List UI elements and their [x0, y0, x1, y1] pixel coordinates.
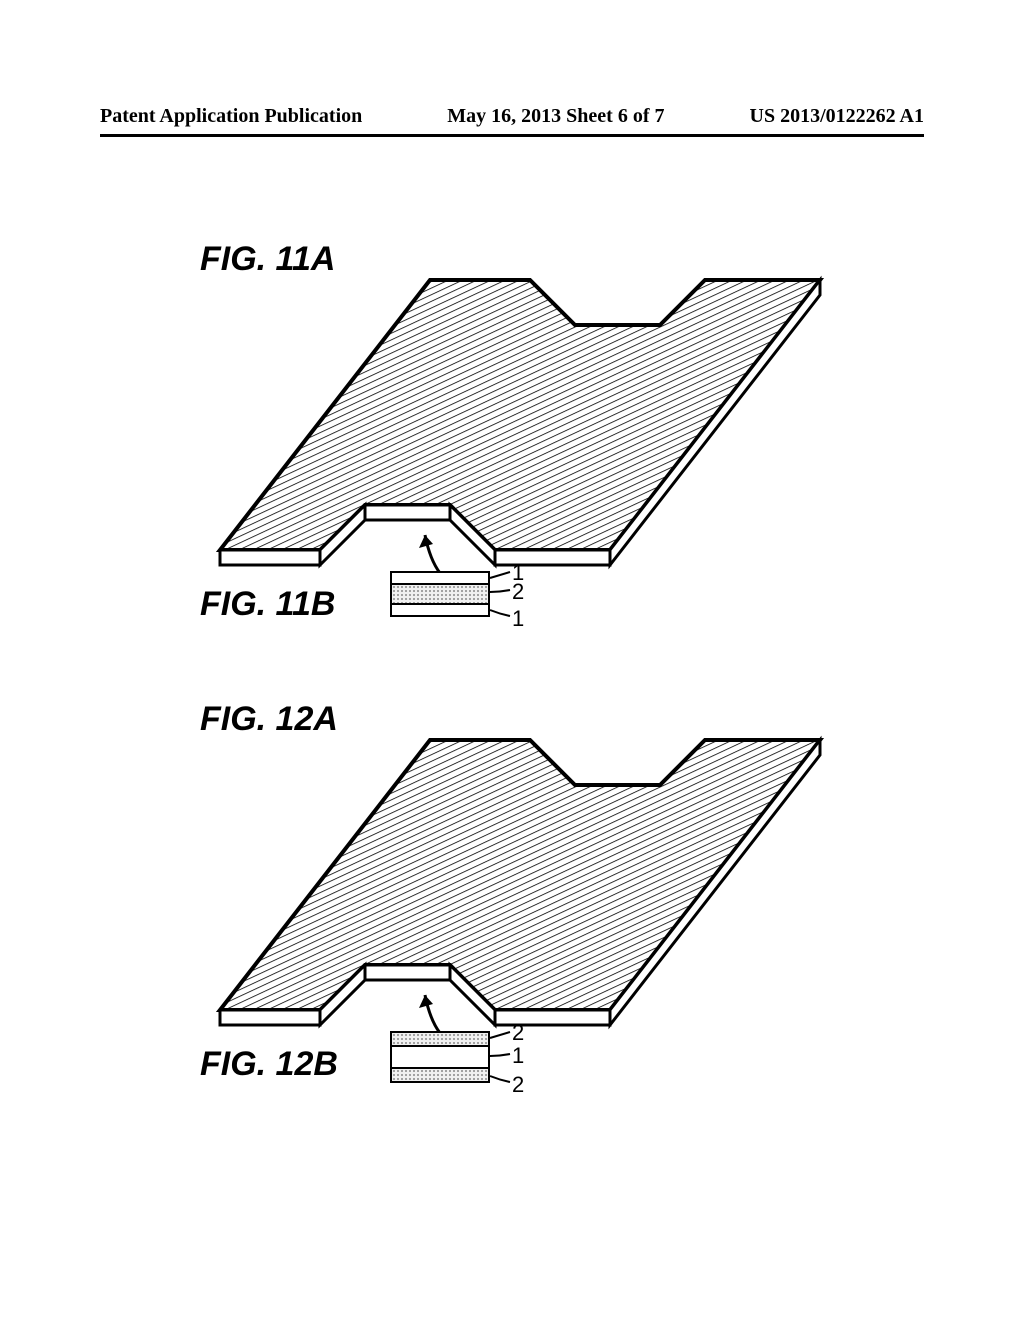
header-left: Patent Application Publication	[100, 105, 362, 128]
header-right: US 2013/0122262 A1	[750, 105, 924, 128]
fig12a-front-left-flange	[220, 1010, 320, 1025]
fig12a-drawing	[200, 690, 840, 1050]
fig12a-topface	[220, 740, 820, 1010]
fig11b-stack	[390, 573, 490, 617]
fig11b-callout-2: 1	[512, 606, 524, 632]
fig11b-label: FIG. 11B	[200, 585, 335, 624]
fig12b-stack	[390, 1033, 490, 1083]
fig12a-front-top	[365, 965, 450, 980]
page-header: Patent Application Publication May 16, 2…	[100, 105, 924, 128]
fig11b-layer-2	[390, 603, 490, 617]
fig11a-drawing	[200, 230, 840, 590]
fig11a-svg	[200, 230, 840, 590]
fig11b-callout-1: 2	[512, 579, 524, 605]
fig11a-front-top	[365, 505, 450, 520]
header-center: May 16, 2013 Sheet 6 of 7	[447, 105, 664, 128]
fig12b-layer-2	[390, 1067, 490, 1083]
fig12b-label: FIG. 12B	[200, 1045, 338, 1084]
patent-page: Patent Application Publication May 16, 2…	[0, 0, 1024, 1320]
fig11b-layer-1	[390, 583, 490, 605]
fig11a-front-left-flange	[220, 550, 320, 565]
fig11a-topface	[220, 280, 820, 550]
fig12b-layer-1	[390, 1045, 490, 1069]
header-rule	[100, 134, 924, 137]
fig12a-svg	[200, 690, 840, 1050]
fig12a-pointer-arrow	[419, 995, 433, 1008]
fig12b-callout-2: 2	[512, 1072, 524, 1098]
fig11a-pointer-arrow	[419, 535, 433, 548]
fig12b-callout-1: 1	[512, 1043, 524, 1069]
